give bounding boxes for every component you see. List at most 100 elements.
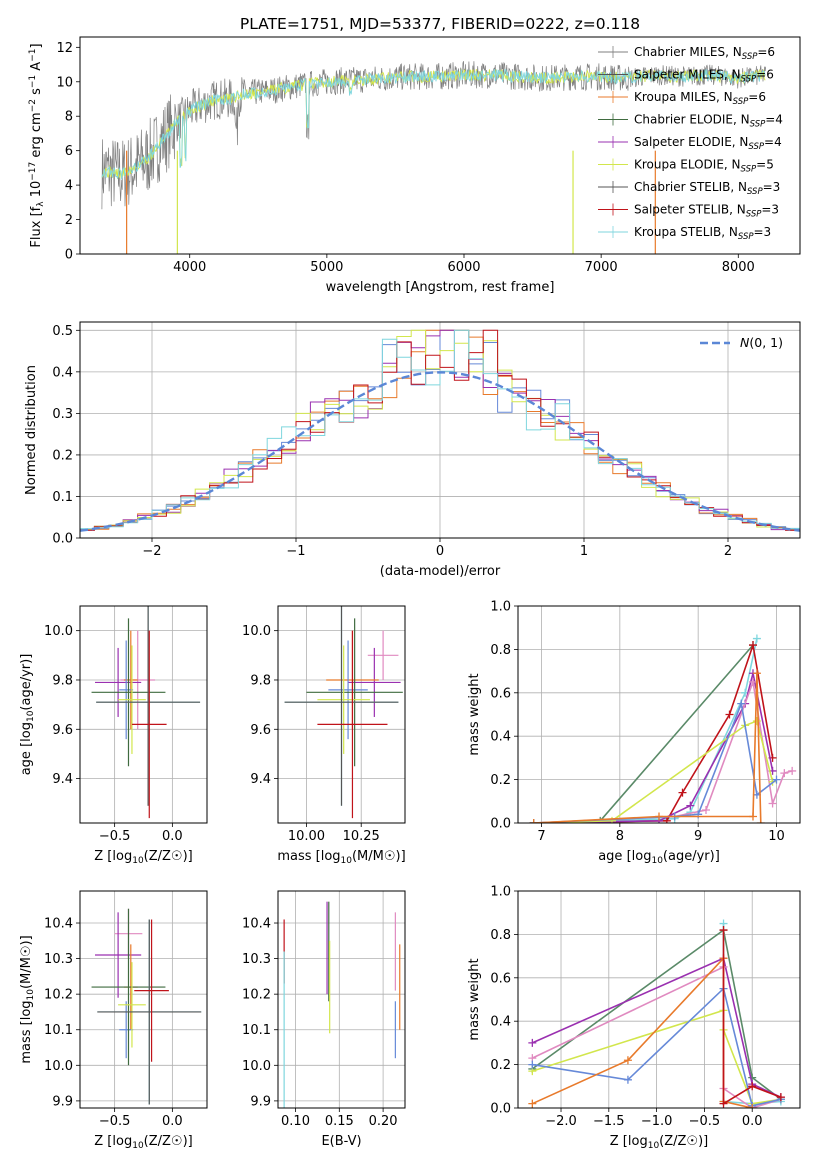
legend-label-sub: SSP: [750, 120, 766, 130]
label-part: Z [: [610, 1134, 628, 1149]
legend-label-part: =6: [757, 45, 775, 59]
weight-marker: [702, 805, 710, 814]
label-sub: 10: [132, 1141, 144, 1151]
legend-label-part: Salpeter MILES, N: [634, 68, 741, 82]
y-tick-label: 9.6: [250, 723, 271, 738]
x-axis-label-text: Z [log10​(Z/Z☉)]: [94, 849, 192, 866]
mass_vs_Z-errorbars: [91, 908, 202, 1105]
y-tick-label: 10.2: [242, 988, 271, 1003]
y-tick-label: 10.0: [44, 1059, 73, 1074]
errorbar-point: [131, 630, 167, 819]
y-tick-label: 0.0: [52, 532, 73, 547]
errorbar-point: [97, 919, 202, 1105]
y-axis-label: mass weight: [467, 958, 482, 1040]
weight-marker: [749, 677, 757, 686]
legend-label-part: =3: [761, 203, 779, 217]
y-tick-label: 6: [65, 144, 73, 159]
x-tick-label: −1.5: [593, 1114, 625, 1129]
weight-marker: [768, 799, 777, 808]
age_vs_mass-errorbars: [284, 606, 403, 819]
weight-marker: [776, 1093, 785, 1102]
legend-label-part: Kroupa ELODIE, N: [634, 158, 741, 172]
y-tick-label: 1.0: [490, 600, 511, 615]
age_vs_Z-axes: −0.5 0.0 9.4 9.6 9.8 10.0 Z [log10​(Z/Z☉)] age …: [19, 606, 207, 866]
legend-label: Salpeter ELODIE, NSSP=4: [634, 135, 782, 152]
errorbar-point: [118, 962, 146, 1048]
weight_vs_Z-lines: [528, 919, 785, 1108]
y-tick-label: 9.9: [52, 1094, 73, 1109]
weight-marker: [752, 669, 761, 678]
x-tick-label: 0.20: [369, 1114, 398, 1129]
label-part: A: [29, 62, 44, 75]
x-axis-label-text: (data-model)/error: [380, 564, 501, 579]
y-tick-label: 10.4: [44, 917, 73, 932]
model-spectrum-cyan: [101, 69, 766, 180]
label-part: log: [321, 849, 341, 864]
axes-frame: [79, 321, 801, 539]
weight-marker: [686, 801, 695, 810]
legend-label-part: =5: [756, 158, 774, 172]
legend-label-part: Salpeter STELIB, N: [634, 203, 746, 217]
mass_vs_ebv-axes: 0.10 0.15 0.20 9.9 10.0 10.1 10.2 10.3 10.4 E(B-V…: [242, 891, 405, 1149]
label-part: log: [112, 849, 132, 864]
weight-marker: [528, 1038, 537, 1047]
label-part: (age/yr)]: [19, 654, 34, 711]
x-axis-label-text: E(B-V): [321, 1134, 361, 1149]
x-axis-label: Z [log10​(Z/Z☉)]: [94, 849, 192, 866]
legend-label: Chabrier STELIB, NSSP=3: [634, 180, 780, 197]
x-tick-label: 7: [537, 829, 545, 844]
legend-label-part: Kroupa STELIB, N: [634, 225, 738, 239]
legend-label: N(0, 1): [740, 335, 783, 350]
model-spectrum-yellow: [101, 68, 766, 180]
legend-label-sub: SSP: [748, 142, 764, 152]
weight-marker: [662, 816, 671, 823]
x-tick-label: 8: [616, 829, 624, 844]
weight-marker: [749, 641, 757, 650]
label-part: (data-model)/error: [380, 564, 501, 579]
label-part: Z [: [94, 1134, 112, 1149]
x-tick-label: 10.00: [288, 829, 325, 844]
x-tick-label: −2: [142, 544, 161, 559]
y-tick-label: 9.8: [52, 673, 73, 688]
errorbar-point: [317, 630, 388, 819]
x-axis-label: wavelength [Angstrom, rest frame]: [326, 280, 555, 295]
y-tick-label: 4: [65, 179, 73, 194]
x-tick-label: 7000: [585, 260, 618, 275]
y-tick-label: 10.4: [242, 917, 271, 932]
label-sub: 10: [132, 856, 144, 866]
label-sup: −17: [28, 162, 38, 181]
label-part: log: [112, 1134, 132, 1149]
y-tick-label: 9.6: [52, 723, 73, 738]
spectrum-lines: [101, 61, 767, 254]
y-tick-label: 2: [65, 213, 73, 228]
y-tick-label: 0.4: [490, 1015, 511, 1030]
weight-line-green: [531, 928, 782, 1100]
errorbar-point: [134, 919, 169, 1062]
errorbar-point: [348, 647, 401, 717]
y-tick-label: 0: [65, 248, 73, 263]
y-axis-label-text: Flux [fλ​ 10−17​ erg cm−2​ s−1​ A−1​]: [28, 43, 46, 247]
label-sub: 10: [648, 1141, 660, 1151]
weight-marker: [528, 1099, 537, 1108]
label-sub: 10: [26, 710, 36, 722]
y-tick-label: 0.2: [52, 448, 73, 463]
y-tick-label: 10.0: [44, 624, 73, 639]
weight-marker: [748, 1082, 757, 1091]
y-tick-label: 9.9: [250, 1094, 271, 1109]
weight-marker: [749, 812, 757, 821]
y-tick-label: 0.6: [490, 686, 511, 701]
y-tick-label: 0.2: [490, 773, 511, 788]
charts-layer: 4000 5000 6000 7000 8000024681012wavelength …: [19, 36, 801, 1151]
x-tick-label: 0.0: [162, 1114, 183, 1129]
x-tick-label: 9: [694, 829, 702, 844]
errorbar-point: [95, 647, 142, 717]
weight-marker: [719, 1099, 728, 1108]
legend-label-part: =6: [748, 90, 766, 104]
label-part: log: [19, 1000, 34, 1020]
legend-label-sub: SSP: [741, 165, 757, 175]
label-sup: −1: [28, 75, 38, 88]
weight-marker: [737, 699, 746, 708]
y-tick-label: 0.1: [52, 490, 73, 505]
x-tick-label: 6000: [447, 260, 480, 275]
